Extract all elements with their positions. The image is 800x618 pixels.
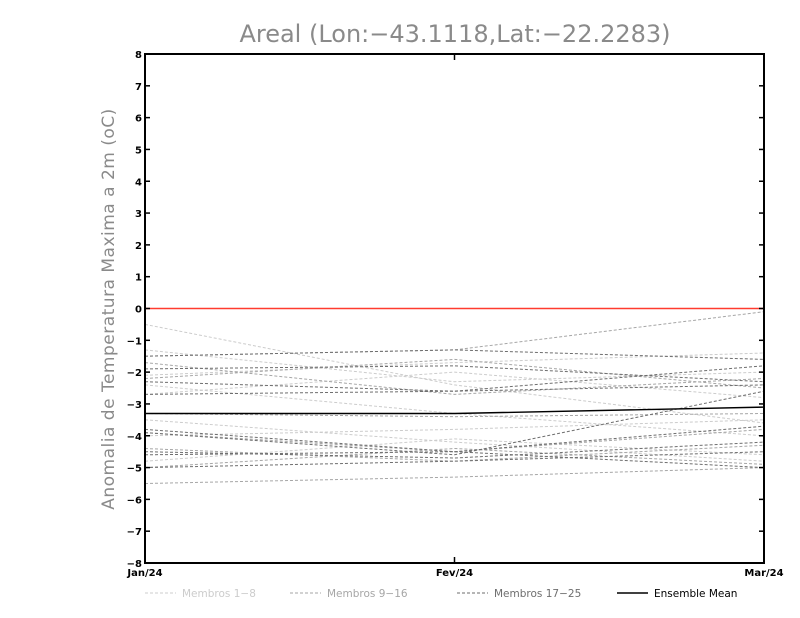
member-line-19 xyxy=(144,381,765,392)
x-tick-label: Mar/24 xyxy=(744,568,783,579)
legend-label: Membros 17−25 xyxy=(494,588,581,600)
member-line-6 xyxy=(144,419,765,437)
y-tick-label: −8 xyxy=(127,559,142,570)
member-line-16 xyxy=(144,467,765,484)
member-line-7 xyxy=(144,438,765,462)
ensemble-mean-line xyxy=(145,406,765,415)
member-line-2 xyxy=(144,349,765,383)
y-tick-label: −4 xyxy=(127,432,142,443)
x-tick-label: Jan/24 xyxy=(126,568,162,579)
chart-title: Areal (Lon:−43.1118,Lat:−22.2283) xyxy=(239,20,670,48)
y-tick-label: −1 xyxy=(127,336,142,347)
member-line-9 xyxy=(144,311,765,357)
y-tick-label: 7 xyxy=(135,82,142,93)
legend: Membros 1−8 Membros 9−16 Membros 17−25 Ense… xyxy=(145,588,737,600)
y-axis: 8 7 6 5 4 3 2 1 0 −1 −2 −3 −4 −5 −6 −7 −8 xyxy=(127,50,764,570)
member-line-23 xyxy=(144,441,765,459)
member-line-18 xyxy=(144,365,765,383)
member-line-1 xyxy=(144,323,765,424)
y-tick-label: −6 xyxy=(127,495,142,506)
y-tick-label: 6 xyxy=(135,114,142,125)
member-line-17 xyxy=(144,349,765,360)
y-tick-label: 5 xyxy=(135,145,142,156)
member-line-8 xyxy=(144,371,765,399)
y-tick-label: 8 xyxy=(135,50,142,61)
member-line-24 xyxy=(144,451,765,469)
member-line-21 xyxy=(144,425,765,453)
member-line-14 xyxy=(144,444,765,462)
y-tick-label: 2 xyxy=(135,241,142,252)
member-line-20 xyxy=(144,365,765,395)
legend-label: Membros 9−16 xyxy=(327,588,408,600)
member-line-22 xyxy=(144,390,765,456)
member-line-25 xyxy=(144,451,765,469)
x-tick-label: Fev/24 xyxy=(436,568,473,579)
y-tick-label: 0 xyxy=(135,305,142,316)
y-axis-label: Anomalia de Temperatura Maxima a 2m (oC) xyxy=(99,108,119,510)
member-line-10 xyxy=(144,362,765,395)
y-tick-label: 4 xyxy=(135,177,142,188)
y-tick-label: −3 xyxy=(127,400,142,411)
legend-label: Membros 1−8 xyxy=(182,588,256,600)
member-line-15 xyxy=(144,447,765,469)
x-axis: Jan/24 Fev/24 Mar/24 xyxy=(126,54,784,579)
y-tick-label: −2 xyxy=(127,368,142,379)
y-tick-label: −5 xyxy=(127,464,142,475)
legend-label: Ensemble Mean xyxy=(654,588,737,600)
series-layer xyxy=(144,311,765,484)
y-tick-label: 1 xyxy=(135,273,142,284)
member-line-12 xyxy=(144,413,765,418)
y-tick-label: −7 xyxy=(127,527,142,538)
y-tick-label: 3 xyxy=(135,209,142,220)
member-line-11 xyxy=(144,358,765,389)
